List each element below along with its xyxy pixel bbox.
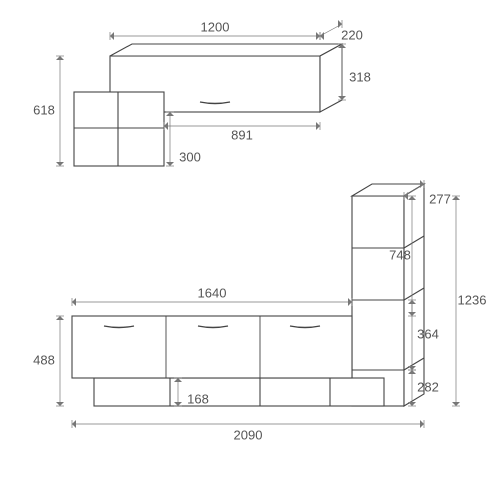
dim-h488: 488	[33, 316, 64, 406]
dim-h318: 318	[338, 44, 371, 100]
dim-label-w1200: 1200	[201, 19, 230, 34]
dim-h300: 300	[166, 112, 201, 166]
dim-label-h748: 748	[389, 247, 411, 262]
dim-h1236: 1236	[452, 196, 486, 406]
dim-label-h618: 618	[33, 102, 55, 117]
dim-label-h168: 168	[187, 391, 209, 406]
upper-open-shelf	[74, 92, 164, 166]
dim-label-w1640: 1640	[198, 285, 227, 300]
dim-w1200: 1200	[110, 19, 320, 40]
furniture-dimension-drawing: 1200 220 318 891 300 618 1640 748 364 282 277 1236 4…	[0, 0, 500, 500]
dim-label-d220: 220	[341, 27, 363, 42]
dim-w2090: 2090	[72, 420, 424, 442]
dim-label-h300: 300	[179, 149, 201, 164]
dim-label-h364: 364	[417, 326, 439, 341]
dim-label-w2090: 2090	[234, 427, 263, 442]
dim-label-d277: 277	[429, 191, 451, 206]
dim-label-h1236: 1236	[458, 292, 487, 307]
dim-h618: 618	[33, 56, 64, 166]
tv-bench	[72, 316, 384, 406]
dim-d220: 220	[320, 20, 363, 42]
dim-w891: 891	[164, 122, 320, 142]
dim-label-h488: 488	[33, 352, 55, 367]
dim-label-h282: 282	[417, 379, 439, 394]
dim-w1640: 1640	[72, 285, 352, 306]
dim-label-h318: 318	[349, 69, 371, 84]
dim-label-w891: 891	[231, 127, 253, 142]
